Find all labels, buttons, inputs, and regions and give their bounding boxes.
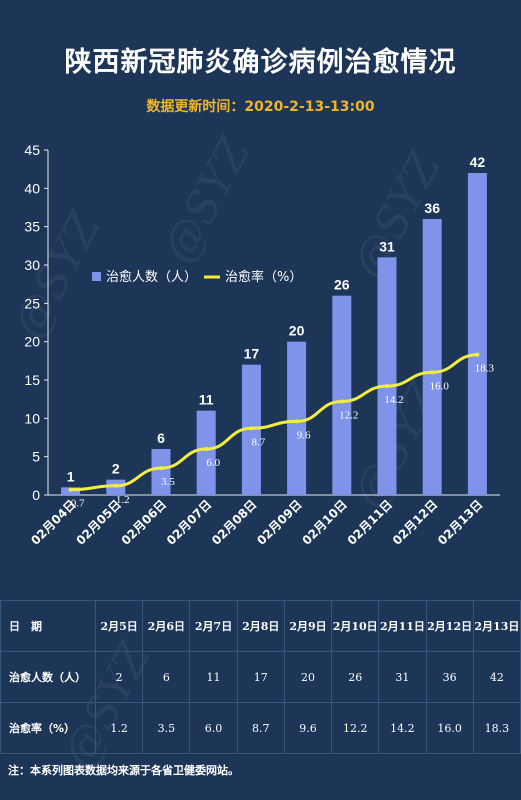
bar-value-label: 1 (67, 468, 75, 484)
table-row-label: 治愈人数（人） (0, 651, 96, 703)
line-value-label: 6.0 (206, 457, 220, 469)
legend-label-line: 治愈率（%） (225, 269, 302, 285)
y-tick-label: 0 (32, 487, 40, 503)
x-tick-label: 02月07日 (164, 497, 214, 547)
line-point (204, 447, 209, 451)
table-cell: 18.3 (472, 702, 521, 754)
line-value-label: 8.7 (252, 436, 266, 448)
bar (332, 295, 352, 495)
line-value-label: 1.2 (116, 494, 130, 506)
legend-swatch-bar (92, 272, 101, 281)
legend-label-bar: 治愈人数（人） (106, 270, 197, 285)
bar (287, 341, 307, 495)
table-cell: 42 (472, 651, 521, 703)
line-value-label: 3.5 (161, 476, 175, 488)
line-point (294, 419, 299, 424)
y-tick-label: 20 (24, 334, 40, 350)
table-cell: 36 (425, 651, 474, 703)
y-tick-label: 5 (32, 449, 40, 465)
table-date-cell: 2月12日 (425, 600, 474, 652)
y-tick-label: 35 (24, 219, 40, 235)
y-tick-label: 15 (24, 372, 40, 388)
line-point (475, 352, 480, 357)
update-time: 数据更新时间：2020-2-13-13:00 (146, 99, 375, 115)
line-value-label: 16.0 (430, 380, 450, 392)
line-point (339, 399, 344, 404)
table-row: 治愈人数（人） 2 6 11 17 20 26 31 36 42 (0, 651, 521, 703)
table-cell: 31 (378, 651, 427, 703)
bar (377, 257, 397, 495)
x-tick-label: 02月09日 (254, 497, 304, 547)
table-header-row: 日 期 2月5日 2月6日 2月7日 2月8日 2月9日 2月10日 2月11日 2月12日 2月… (0, 600, 521, 652)
table-cell: 26 (331, 651, 380, 703)
bar-value-label: 26 (334, 277, 350, 293)
table-cell: 2 (94, 651, 144, 703)
table-cell: 6 (142, 651, 191, 703)
x-tick-label: 02月08日 (209, 497, 259, 547)
bar-value-label: 36 (424, 200, 440, 216)
footnote: 注：本系列图表数据均来源于各省卫健委网站。 (8, 764, 239, 777)
bar-value-label: 31 (379, 238, 395, 254)
cure-rate-line (70, 353, 478, 492)
line-value-label: 9.6 (297, 429, 311, 441)
table-row-label: 治愈率（%） (0, 702, 96, 754)
table-cell: 1.2 (94, 702, 144, 754)
data-table: 日 期 2月5日 2月6日 2月7日 2月8日 2月9日 2月10日 2月11日 2月12日 2月… (0, 600, 521, 754)
line-value-label: 14.2 (384, 394, 403, 406)
bar-value-label: 6 (157, 430, 165, 446)
x-tick-label: 02月13日 (435, 497, 485, 547)
page-title: 陕西新冠肺炎确诊病例治愈情况 (64, 47, 457, 78)
table-cell: 17 (236, 651, 285, 703)
bar (151, 449, 171, 495)
bar-value-label: 11 (199, 392, 214, 408)
table-date-cell: 2月10日 (331, 600, 380, 652)
x-tick-label: 02月12日 (390, 497, 440, 547)
y-tick-label: 45 (24, 142, 40, 158)
bar (422, 219, 442, 495)
line-point (385, 384, 389, 389)
bar (196, 410, 216, 495)
line-value-label: 12.2 (339, 409, 358, 421)
table-header-label: 日 期 (0, 600, 96, 652)
bar (467, 173, 487, 495)
table-cell: 6.0 (189, 702, 238, 754)
table-cell: 14.2 (378, 702, 427, 754)
line-point (159, 466, 163, 471)
table-cell: 9.6 (283, 702, 333, 754)
y-tick-label: 30 (24, 257, 40, 273)
line-value-label: 0.7 (71, 498, 85, 510)
bar-value-label: 17 (244, 346, 260, 362)
bar-value-label: 20 (289, 323, 305, 339)
line-point (113, 483, 118, 488)
table-cell: 3.5 (142, 702, 191, 754)
table-cell: 11 (189, 651, 238, 703)
y-tick-label: 25 (24, 295, 40, 311)
table-cell: 16.0 (425, 702, 474, 754)
line-point (249, 426, 254, 431)
table-date-cell: 2月7日 (189, 600, 238, 652)
table-cell: 20 (283, 651, 333, 703)
line-point (68, 487, 73, 492)
x-tick-label: 02月04日 (28, 497, 78, 547)
x-tick-label: 02月10日 (299, 497, 349, 547)
table-cell: 12.2 (331, 702, 380, 754)
table-date-cell: 2月13日 (472, 600, 521, 652)
table-date-cell: 2月8日 (236, 600, 285, 652)
y-tick-label: 40 (24, 180, 40, 196)
table-date-cell: 2月9日 (283, 600, 333, 652)
bar-value-label: 42 (470, 154, 486, 170)
x-tick-label: 02月11日 (345, 497, 395, 547)
table-date-cell: 2月5日 (94, 600, 144, 652)
y-tick-label: 10 (24, 410, 40, 426)
table-date-cell: 2月6日 (142, 600, 191, 652)
table-date-cell: 2月11日 (378, 600, 427, 652)
bar-value-label: 2 (112, 461, 120, 477)
table-cell: 8.7 (236, 702, 285, 754)
line-value-label: 18.3 (475, 363, 495, 375)
table-row: 治愈率（%） 1.2 3.5 6.0 8.7 9.6 12.2 14.2 16.0 18.3 (0, 702, 521, 754)
line-point (430, 370, 435, 375)
